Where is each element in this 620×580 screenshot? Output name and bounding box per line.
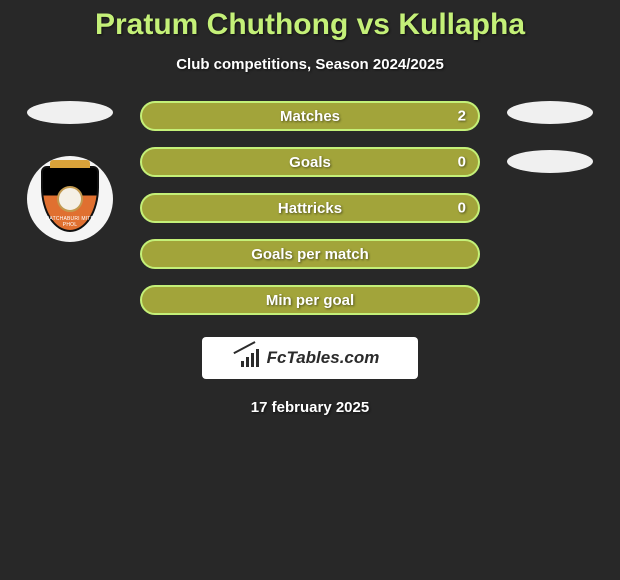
right-player-column (498, 101, 602, 191)
shield-banner-text: RATCHABURI MITR PHOL (43, 216, 97, 228)
right-player-photo-placeholder (507, 101, 593, 124)
date-label: 17 february 2025 (0, 399, 620, 416)
stat-bar-min-per-goal: Min per goal (140, 285, 480, 315)
content-area: RATCHABURI MITR PHOL Matches 2 Goals 0 H… (0, 101, 620, 416)
stat-value-left: 0 (458, 154, 466, 171)
stat-bar-matches: Matches 2 (140, 101, 480, 131)
stat-label: Goals (289, 154, 331, 171)
stat-value-left: 0 (458, 200, 466, 217)
stat-label: Min per goal (266, 292, 354, 309)
left-player-photo-placeholder (27, 101, 113, 124)
stat-label: Goals per match (251, 246, 369, 263)
left-player-column: RATCHABURI MITR PHOL (18, 101, 122, 242)
site-name: FcTables.com (267, 348, 380, 368)
stat-rows: Matches 2 Goals 0 Hattricks 0 Goals per … (140, 101, 480, 315)
left-club-badge: RATCHABURI MITR PHOL (27, 156, 113, 242)
stat-bar-goals-per-match: Goals per match (140, 239, 480, 269)
stat-bar-hattricks: Hattricks 0 (140, 193, 480, 223)
page-subtitle: Club competitions, Season 2024/2025 (0, 56, 620, 73)
page-title: Pratum Chuthong vs Kullapha (0, 0, 620, 42)
right-club-badge-placeholder (507, 150, 593, 173)
shield-icon: RATCHABURI MITR PHOL (41, 166, 99, 232)
stat-label: Matches (280, 108, 340, 125)
stat-label: Hattricks (278, 200, 342, 217)
stat-bar-goals: Goals 0 (140, 147, 480, 177)
stat-value-left: 2 (458, 108, 466, 125)
bar-chart-icon (241, 349, 263, 367)
shield-emblem-icon (57, 186, 83, 212)
site-attribution[interactable]: FcTables.com (202, 337, 418, 379)
